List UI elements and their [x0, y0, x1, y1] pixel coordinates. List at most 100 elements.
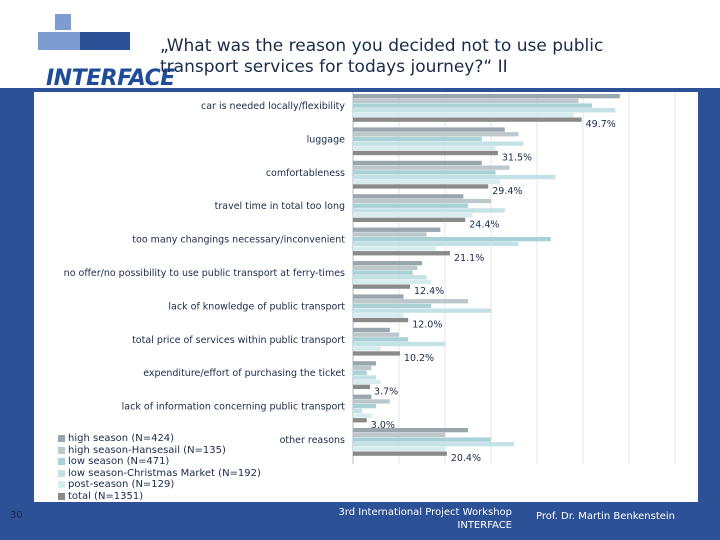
x-tick-label: 0% — [345, 471, 361, 482]
category-label: total price of services within public tr… — [132, 335, 345, 346]
legend-label: post-season (N=129) — [68, 479, 175, 490]
data-label: 12.4% — [414, 286, 444, 297]
bar — [353, 208, 505, 213]
bar — [353, 299, 468, 304]
data-label: 24.4% — [469, 219, 499, 230]
category-label: other reasons — [280, 435, 345, 446]
bar — [353, 136, 482, 142]
category-label: lack of knowledge of public transport — [168, 301, 345, 312]
x-tick-label: 30% — [480, 471, 502, 482]
bar — [353, 237, 551, 242]
legend-label: low season-Christmas Market (N=192) — [68, 467, 261, 479]
legend-label: high season (N=424) — [68, 433, 175, 444]
bar — [353, 446, 445, 452]
chart-legend: high season (N=424) high season-Hansesai… — [58, 433, 261, 502]
legend-swatch — [58, 446, 65, 454]
bar — [353, 284, 411, 289]
bar — [353, 179, 501, 184]
bar — [353, 361, 376, 366]
x-tick-label: 50% — [572, 471, 594, 482]
legend-item: post-season (N=129) — [58, 479, 261, 491]
bar — [353, 337, 409, 342]
data-label: 20.4% — [451, 453, 481, 464]
bar — [353, 127, 505, 132]
bar — [353, 451, 447, 456]
bar — [353, 217, 466, 222]
x-tick-label: 70% — [664, 471, 686, 482]
bar — [353, 279, 432, 285]
bar — [353, 213, 473, 218]
bar — [353, 112, 574, 118]
data-label: 12.0% — [412, 320, 442, 331]
bar — [353, 327, 390, 333]
category-label: no offer/no possibility to use public tr… — [64, 268, 345, 279]
legend-label: low season (N=471) — [68, 456, 170, 467]
legend-item: high season-Hansesail (N=135) — [58, 445, 261, 457]
bar — [353, 294, 404, 299]
category-label: car is needed locally/flexibility — [201, 101, 345, 112]
bar — [353, 418, 367, 423]
data-label: 10.2% — [404, 353, 434, 364]
bar — [353, 365, 372, 371]
legend-swatch — [58, 481, 65, 489]
data-label: 3.7% — [374, 386, 398, 397]
legend-label: high season-Hansesail (N=135) — [68, 444, 226, 456]
bar — [353, 165, 510, 170]
footer-workshop: 3rd International Project Workshop INTER… — [336, 506, 512, 532]
logo-square-top — [55, 14, 71, 30]
bar — [353, 132, 519, 137]
x-tick-label: 10% — [388, 471, 410, 482]
bar — [353, 117, 582, 122]
bar — [353, 103, 593, 108]
legend-label: total (N=1351) — [68, 490, 144, 502]
category-label: expenditure/effort of purchasing the tic… — [143, 368, 345, 379]
legend-item: low season-Christmas Market (N=192) — [58, 468, 261, 480]
footer-author: Prof. Dr. Martin Benkenstein — [536, 511, 676, 522]
x-tick-label: 40% — [526, 471, 548, 482]
logo-graphic — [38, 14, 130, 50]
bar — [353, 437, 491, 442]
interface-logo: INTERFACE — [20, 12, 175, 91]
bar — [353, 351, 400, 356]
legend-swatch — [58, 469, 65, 477]
bar — [353, 380, 381, 385]
bar — [353, 370, 367, 375]
bar — [353, 174, 556, 180]
bar — [353, 227, 441, 232]
logo-text: INTERFACE — [46, 66, 175, 91]
data-label: 49.7% — [586, 119, 616, 130]
bar — [353, 261, 422, 266]
category-label: comfortableness — [266, 168, 345, 179]
bar — [353, 160, 482, 166]
category-label: luggage — [307, 134, 346, 145]
legend-item: high season (N=424) — [58, 433, 261, 445]
bar — [353, 428, 468, 433]
bar — [353, 146, 496, 151]
footer-workshop-line1: 3rd International Project Workshop — [338, 507, 512, 518]
legend-swatch — [58, 458, 65, 466]
bar — [353, 384, 371, 389]
legend-item: low season (N=471) — [58, 456, 261, 468]
bar — [353, 232, 427, 237]
bar — [353, 275, 427, 280]
bar — [353, 308, 491, 313]
bar — [353, 394, 372, 399]
logo-bar-accent — [80, 32, 130, 50]
slide-title: „What was the reason you decided not to … — [160, 36, 604, 77]
bar — [353, 317, 409, 323]
bar — [353, 303, 432, 309]
chart-data-labels: 49.7% 31.5% 29.4% 24.4% 21.1% 12.4% 12.0% 10.2%… — [371, 119, 616, 464]
bar — [353, 442, 514, 447]
bar — [353, 399, 390, 404]
bar — [353, 150, 498, 156]
chart-bars — [353, 94, 620, 456]
data-label: 31.5% — [502, 153, 532, 164]
bar — [353, 241, 519, 246]
bar — [353, 203, 468, 208]
bar — [353, 413, 372, 418]
bar — [353, 94, 620, 99]
page-number: 30 — [10, 510, 23, 521]
bar — [353, 346, 381, 351]
legend-swatch — [58, 435, 65, 443]
